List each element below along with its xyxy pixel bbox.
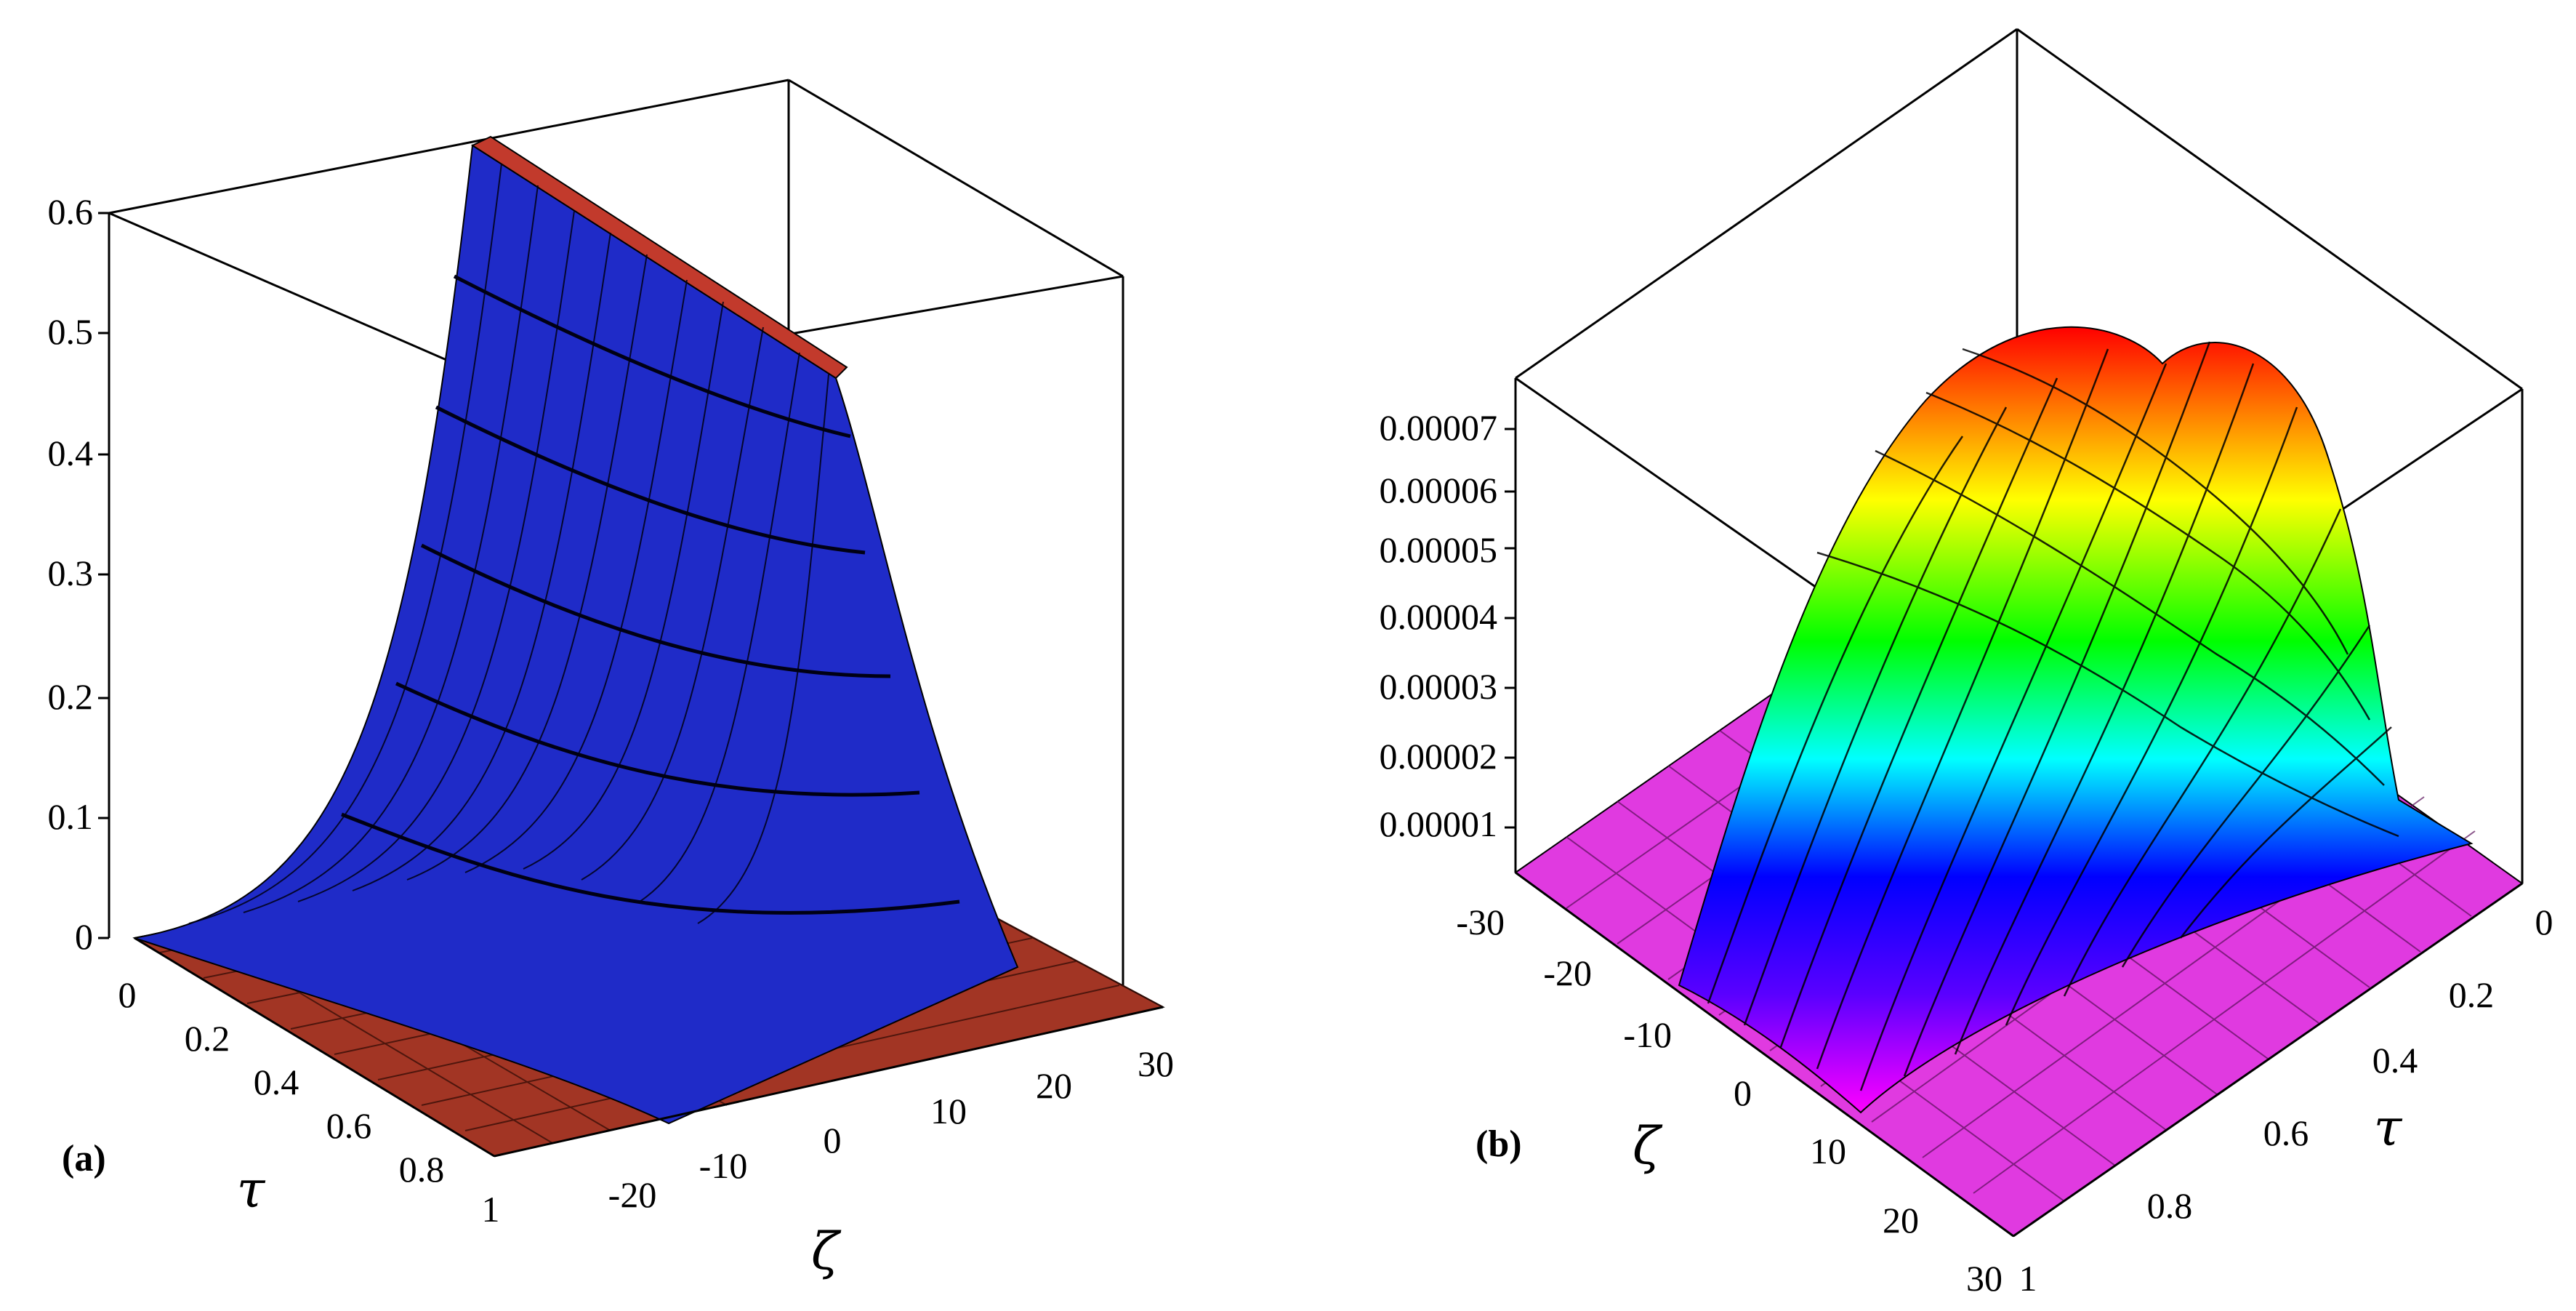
panel-a-x-tick-4: 0.8 — [399, 1149, 445, 1190]
panel-a-z-tick-4: 0.4 — [48, 433, 94, 473]
panel-a-x-tick-2: 0.4 — [254, 1062, 299, 1102]
panel-a-y-tick-4: 20 — [1036, 1065, 1072, 1106]
panel-a-x-tick-0: 0 — [118, 974, 137, 1015]
panel-a-x-tick-5: 1 — [482, 1189, 500, 1230]
panel-b-x-tick-3: 0.6 — [2263, 1112, 2309, 1153]
panel-b-x-tick-0: 0 — [2535, 902, 2553, 942]
panel-a-surface-mesh-cross — [341, 274, 960, 915]
panel-a-x-tick-3: 0.6 — [326, 1105, 372, 1146]
panel-b-tau-axis: 0 0.2 0.4 0.6 0.8 1 τ — [2013, 882, 2553, 1299]
panel-b-z-tick-6: 0.00007 — [1380, 407, 1498, 448]
panel-b-y-label: ζ — [1633, 1116, 1663, 1176]
panel-b-y-tick-2: -10 — [1623, 1014, 1672, 1055]
panel-b-z-tick-3: 0.00004 — [1380, 596, 1498, 637]
panel-b-y-tick-6: 30 — [1966, 1258, 2003, 1299]
panel-b-x-tick-1: 0.2 — [2449, 974, 2495, 1015]
panel-b-z-tick-1: 0.00002 — [1380, 736, 1498, 777]
panel-b-surface — [1678, 326, 2474, 1114]
panel-a-x-label: τ — [237, 1160, 266, 1219]
panel-b-x-tick-5: 1 — [2019, 1258, 2037, 1299]
panel-b-label: (b) — [1476, 1123, 1522, 1165]
panel-b-z-tick-0: 0.00001 — [1380, 803, 1498, 844]
panel-a-zeta-axis: -20 -10 0 10 20 30 ζ — [494, 1006, 1174, 1281]
panel-a-label: (a) — [62, 1138, 106, 1179]
panel-a-x-tick-1: 0.2 — [185, 1018, 230, 1059]
panel-b-z-tick-2: 0.00003 — [1380, 666, 1498, 707]
panel-b-y-tick-5: 20 — [1883, 1200, 1919, 1240]
panel-b-z-tick-4: 0.00005 — [1380, 529, 1498, 570]
panel-a-z-tick-5: 0.5 — [48, 311, 94, 352]
panel-b-zeta-axis: -30 -20 -10 0 10 20 30 ζ — [1456, 871, 2014, 1299]
panel-b: 0.00001 0.00002 0.00003 0.00004 0.00005 … — [1380, 28, 2553, 1299]
panel-a-y-tick-3: 10 — [930, 1091, 967, 1131]
panel-b-surface-mesh — [1707, 341, 2399, 1091]
panel-a-z-tick-6: 0.6 — [48, 191, 94, 232]
panel-b-z-tick-5: 0.00006 — [1380, 470, 1498, 510]
panel-a: 0 0.1 0.2 0.3 0.4 0.5 0.6 0 0.2 0.4 0.6 … — [48, 79, 1174, 1281]
panel-b-z-axis: 0.00001 0.00002 0.00003 0.00004 0.00005 … — [1380, 378, 1517, 873]
panel-b-y-tick-0: -30 — [1456, 902, 1505, 942]
panel-b-y-tick-4: 10 — [1810, 1131, 1846, 1171]
panel-a-tau-axis: 0 0.2 0.4 0.6 0.8 1 τ — [118, 937, 500, 1230]
panel-a-y-tick-5: 30 — [1138, 1043, 1174, 1084]
panel-a-y-label: ζ — [811, 1222, 842, 1281]
panel-b-y-tick-1: -20 — [1543, 953, 1592, 993]
panel-a-y-tick-0: -20 — [608, 1174, 657, 1215]
panel-b-x-tick-2: 0.4 — [2372, 1040, 2418, 1081]
panel-a-y-tick-2: 0 — [824, 1120, 842, 1160]
panel-a-y-tick-1: -10 — [699, 1145, 748, 1186]
panel-a-z-tick-1: 0.1 — [48, 796, 94, 837]
panel-a-surface-mesh — [188, 163, 829, 924]
panel-a-z-tick-3: 0.3 — [48, 553, 94, 593]
panel-a-z-axis: 0 0.1 0.2 0.3 0.4 0.5 0.6 — [48, 191, 110, 957]
panel-b-x-label: τ — [2374, 1098, 2403, 1158]
panel-a-z-tick-0: 0 — [75, 916, 93, 957]
panel-a-z-tick-2: 0.2 — [48, 676, 94, 717]
panel-b-x-tick-4: 0.8 — [2147, 1185, 2193, 1226]
panel-a-ridge-top — [470, 135, 848, 380]
panel-b-y-tick-3: 0 — [1734, 1073, 1752, 1113]
panel-a-surface — [134, 144, 1019, 1125]
